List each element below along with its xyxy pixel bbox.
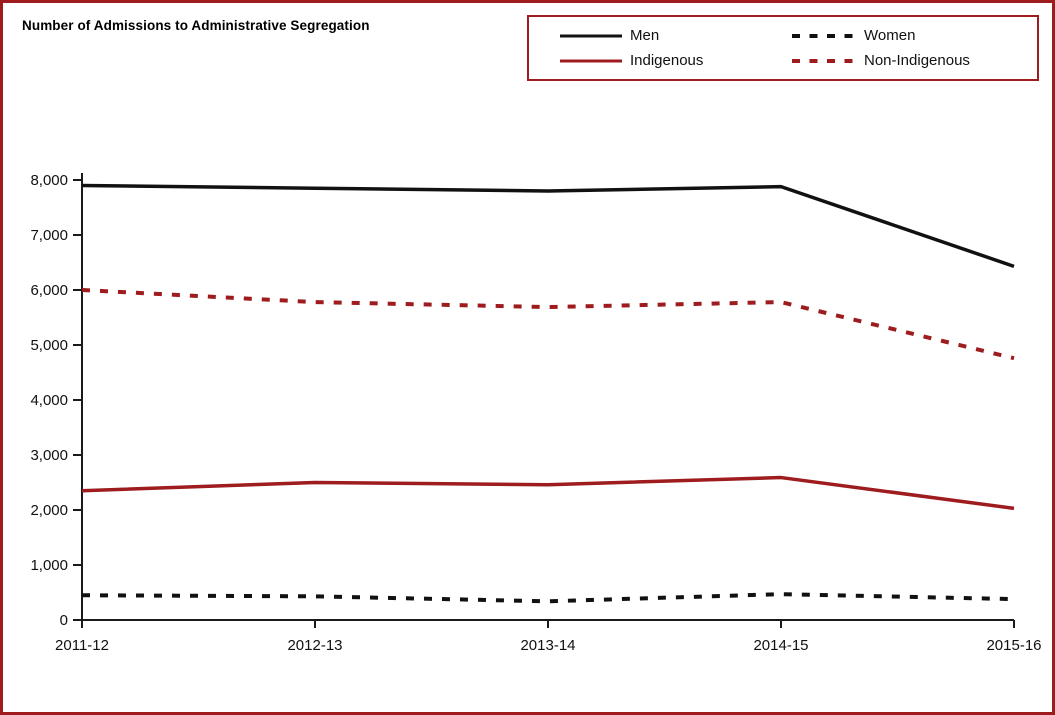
x-axis-tick-label: 2015-16 — [986, 637, 1041, 654]
x-axis-tick-label: 2014-15 — [753, 637, 808, 654]
x-axis-tick-label: 2013-14 — [520, 637, 575, 654]
series-line-men — [81, 183, 1015, 269]
y-axis-tick-label: 4,000 — [30, 392, 68, 409]
series-line-women — [81, 592, 1015, 604]
x-axis-tick-label: 2012-13 — [287, 637, 342, 654]
legend-label-women: Women — [864, 27, 916, 44]
legend-label-men: Men — [630, 27, 660, 44]
legend-item-men: Men — [559, 27, 791, 44]
y-axis-tick-label: 1,000 — [30, 557, 68, 574]
legend: Men Women Indigenous Non-Indigenous — [527, 15, 1039, 81]
legend-line-non-indigenous — [792, 58, 856, 63]
y-axis-tick-label: 3,000 — [30, 447, 68, 464]
x-axis-tick-label: 2011-12 — [55, 637, 109, 654]
legend-item-indigenous: Indigenous — [559, 52, 791, 69]
chart-title: Number of Admissions to Administrative S… — [22, 18, 370, 33]
series-line-indigenous — [81, 475, 1015, 511]
legend-label-non-indigenous: Non-Indigenous — [864, 52, 970, 69]
y-axis-tick-label: 0 — [60, 612, 68, 629]
legend-label-indigenous: Indigenous — [630, 52, 704, 69]
legend-line-men — [560, 34, 622, 37]
legend-line-women — [792, 33, 856, 38]
legend-item-non-indigenous: Non-Indigenous — [791, 52, 1037, 69]
legend-item-women: Women — [791, 27, 1037, 44]
series-line-non-indigenous — [81, 288, 1015, 361]
y-axis-tick-label: 6,000 — [30, 282, 68, 299]
y-axis-tick-label: 5,000 — [30, 337, 68, 354]
y-axis-tick-label: 7,000 — [30, 227, 68, 244]
legend-line-indigenous — [560, 59, 622, 62]
y-axis-tick-label: 8,000 — [30, 172, 68, 189]
y-axis-tick-label: 2,000 — [30, 502, 68, 519]
